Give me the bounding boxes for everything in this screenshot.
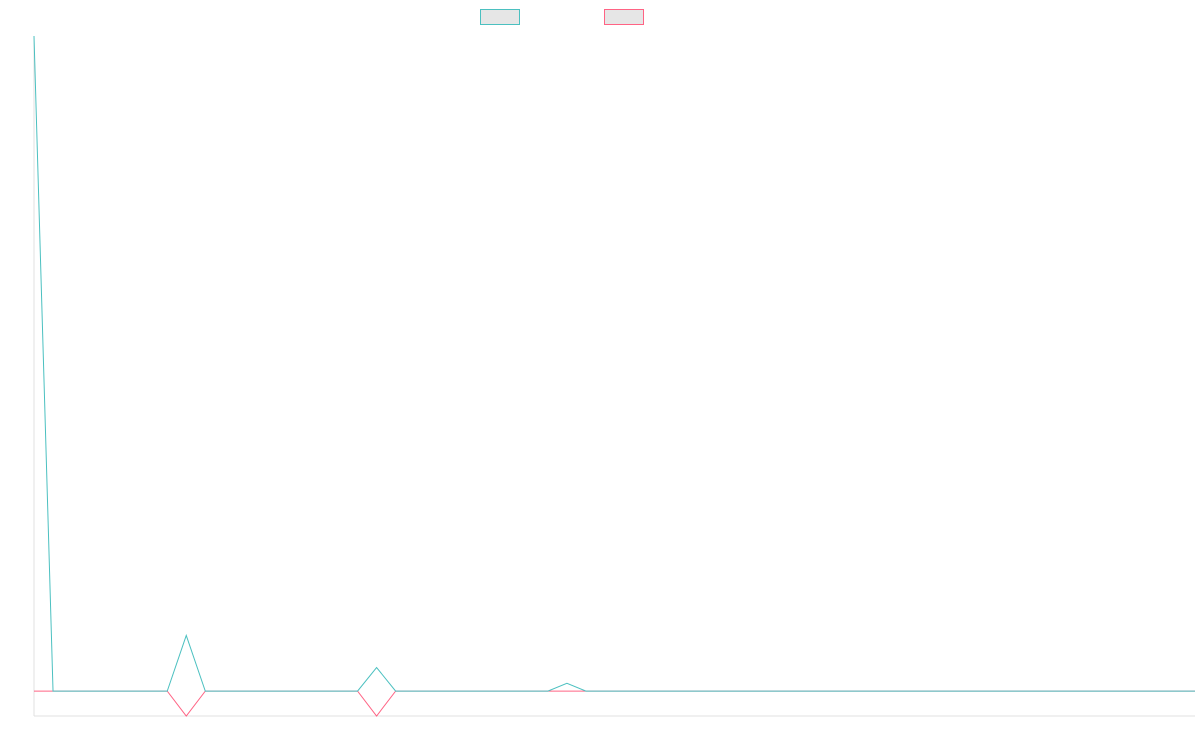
legend-item-series-1[interactable] xyxy=(480,9,526,25)
legend-swatch-series-2 xyxy=(604,9,644,25)
series-line-1 xyxy=(33,35,1195,692)
series-layer xyxy=(33,35,1195,717)
legend-swatch-series-1 xyxy=(480,9,520,25)
chart-legend xyxy=(0,9,1200,27)
axes-layer xyxy=(33,36,1195,717)
legend-item-series-2[interactable] xyxy=(604,9,650,25)
series-line-2 xyxy=(34,690,1195,717)
